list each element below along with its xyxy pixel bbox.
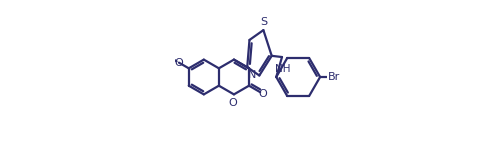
Text: Br: Br [327,72,339,82]
Text: O: O [227,98,236,108]
Text: N: N [247,71,256,81]
Text: NH: NH [275,64,291,74]
Text: O: O [174,58,183,68]
Text: O: O [258,89,267,99]
Text: S: S [260,17,267,27]
